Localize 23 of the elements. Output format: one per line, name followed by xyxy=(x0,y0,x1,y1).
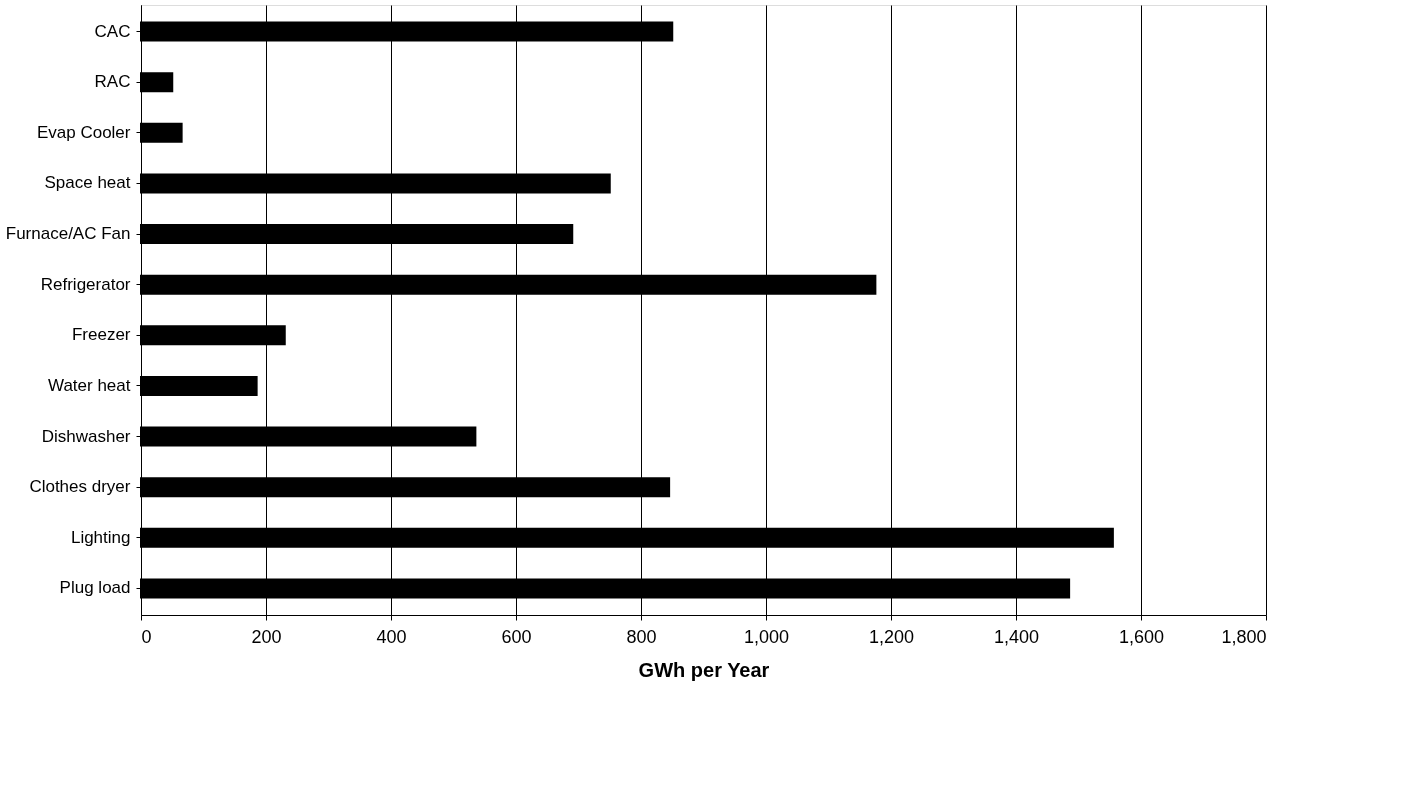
x-tick-label: 1,000 xyxy=(743,626,790,647)
y-tick-label: Evap Cooler xyxy=(36,122,131,142)
x-tick-label: 1,600 xyxy=(1118,626,1165,647)
x-tick-label: 400 xyxy=(376,626,407,647)
y-tick-label: Plug load xyxy=(59,578,131,598)
y-tick-label: Refrigerator xyxy=(40,274,131,294)
y-tick-label: Freezer xyxy=(71,325,131,345)
y-tick-label: RAC xyxy=(94,72,131,92)
x-tick-label: 200 xyxy=(251,626,282,647)
y-tick-label: Clothes dryer xyxy=(29,477,131,497)
x-tick-label: 1,800 xyxy=(1221,626,1267,647)
x-tick-label: 1,200 xyxy=(868,626,915,647)
y-tick-label: Water heat xyxy=(47,375,131,395)
x-tick-label: 800 xyxy=(626,626,657,647)
x-tick-label: 1,400 xyxy=(993,626,1040,647)
x-axis-title: GWh per Year xyxy=(638,658,770,681)
y-tick-label: Furnace/AC Fan xyxy=(5,224,131,244)
y-tick-label: Space heat xyxy=(44,173,131,193)
y-tick-label: Dishwasher xyxy=(41,426,131,446)
x-tick-label: 600 xyxy=(501,626,532,647)
y-tick-label: CAC xyxy=(94,21,131,41)
y-tick-label: Lighting xyxy=(70,527,131,547)
x-tick-label: 0 xyxy=(141,626,152,647)
